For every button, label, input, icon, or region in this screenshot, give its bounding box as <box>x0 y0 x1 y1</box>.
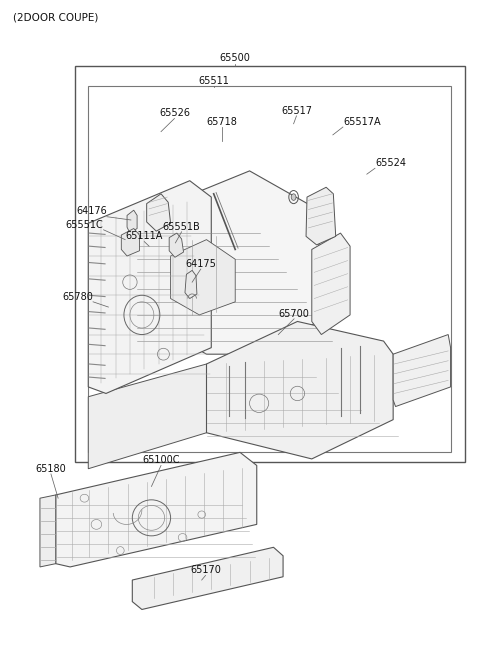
Text: 65100C: 65100C <box>142 455 180 465</box>
Polygon shape <box>393 335 451 407</box>
Text: 65517A: 65517A <box>343 117 381 127</box>
Polygon shape <box>137 171 319 354</box>
Bar <box>88 86 451 453</box>
Polygon shape <box>127 210 137 233</box>
Polygon shape <box>121 228 140 256</box>
Polygon shape <box>169 233 183 257</box>
Text: 65700: 65700 <box>279 308 310 319</box>
Text: 65551B: 65551B <box>163 222 201 232</box>
Polygon shape <box>170 239 235 315</box>
Bar <box>75 66 465 462</box>
Text: 64175: 64175 <box>185 259 216 269</box>
Text: 65551C: 65551C <box>66 220 104 230</box>
Polygon shape <box>40 495 56 567</box>
Text: 65180: 65180 <box>36 464 66 474</box>
Polygon shape <box>88 180 211 394</box>
Text: 64176: 64176 <box>76 207 107 216</box>
Text: 65500: 65500 <box>220 53 251 63</box>
Text: 65517: 65517 <box>281 106 312 115</box>
Polygon shape <box>56 453 257 567</box>
Text: 65111A: 65111A <box>126 232 163 241</box>
Polygon shape <box>132 547 283 609</box>
Polygon shape <box>147 194 170 231</box>
Text: 65524: 65524 <box>375 158 406 168</box>
Polygon shape <box>206 321 393 459</box>
Polygon shape <box>88 364 206 469</box>
Circle shape <box>291 194 296 200</box>
Text: (2DOOR COUPE): (2DOOR COUPE) <box>12 12 98 22</box>
Polygon shape <box>306 187 336 245</box>
Text: 65780: 65780 <box>62 291 93 302</box>
Text: 65718: 65718 <box>206 117 237 127</box>
Text: 65170: 65170 <box>190 565 221 575</box>
Text: 65511: 65511 <box>198 75 229 85</box>
Polygon shape <box>185 270 197 298</box>
Polygon shape <box>312 233 350 335</box>
Text: 65526: 65526 <box>159 108 190 118</box>
